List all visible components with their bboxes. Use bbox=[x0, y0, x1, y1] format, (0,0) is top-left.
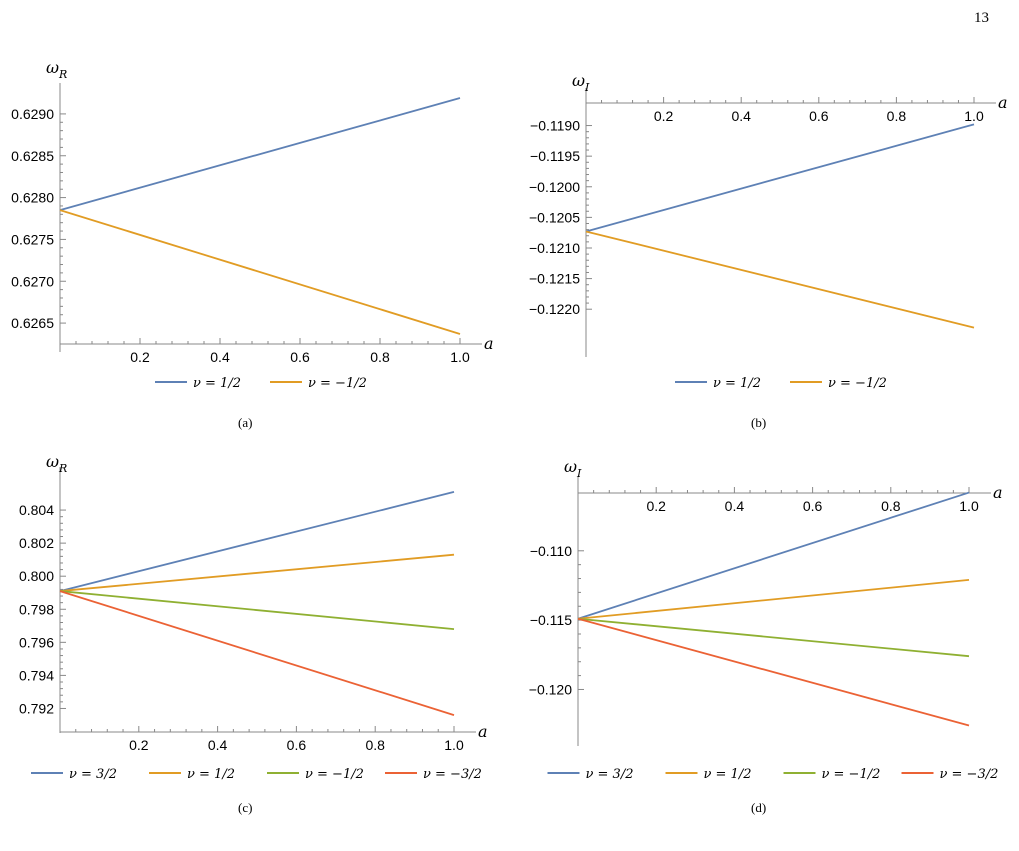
chart-b-y-tick-label: −0.1210 bbox=[529, 240, 580, 256]
chart-c-xlabel: a bbox=[478, 722, 488, 741]
chart-panel-c: 0.2 0.4 0.6 0.8 1.0 0.792 0.794 0.796 0.798 0.800… bbox=[0, 425, 510, 850]
chart-b-ylabel: ωI bbox=[572, 71, 590, 94]
chart-d-legend-label-0: ν = 3/2 bbox=[586, 767, 634, 782]
chart-a-x-tick-label: 0.2 bbox=[130, 349, 150, 365]
chart-c-series-line-3 bbox=[59, 590, 455, 716]
chart-a-ylabel-subscript: R bbox=[58, 68, 67, 81]
chart-d-x-tick-label: 0.8 bbox=[881, 498, 901, 514]
chart-a-legend-label-1: ν = −1/2 bbox=[308, 376, 367, 391]
chart-a-x-tick-label: 0.6 bbox=[290, 349, 310, 365]
chart-d-series-line-1 bbox=[577, 579, 970, 620]
chart-d-x-tick-label: 0.4 bbox=[725, 498, 745, 514]
chart-b-series-line-1 bbox=[585, 230, 975, 329]
chart-c-x-tick-label: 0.6 bbox=[287, 737, 307, 753]
chart-d-series-line-0 bbox=[577, 491, 970, 620]
chart-c-y-tick-label: 0.794 bbox=[19, 667, 54, 683]
chart-b-plot: 0.2 0.4 0.6 0.8 1.0 −0.1190 −0.1195 −0.1200 −0.1… bbox=[529, 71, 1008, 391]
chart-c-y-tick-label: 0.802 bbox=[19, 535, 54, 551]
chart-c-y-tick-label: 0.804 bbox=[19, 502, 54, 518]
chart-b-series-line-0 bbox=[585, 123, 975, 233]
chart-d-y-tick-label: −0.115 bbox=[530, 612, 572, 628]
chart-c-y-tick-label: 0.792 bbox=[19, 700, 54, 716]
chart-c-y-tick-label: 0.798 bbox=[19, 601, 54, 617]
chart-a-y-tick-label: 0.6280 bbox=[11, 190, 54, 206]
chart-b-legend-label-0: ν = 1/2 bbox=[713, 376, 761, 391]
chart-a-ylabel: ωR bbox=[46, 58, 67, 81]
chart-d-series-line-2 bbox=[577, 617, 970, 658]
chart-b-y-tick-label: −0.1190 bbox=[530, 118, 580, 134]
chart-c-legend-label-2: ν = −1/2 bbox=[305, 767, 364, 782]
chart-c-y-tick-label: 0.796 bbox=[19, 634, 54, 650]
page-number: 13 bbox=[974, 10, 989, 26]
chart-c-ylabel: ωR bbox=[46, 452, 67, 475]
chart-c-caption: (c) bbox=[238, 800, 253, 815]
chart-a-y-tick-label: 0.6270 bbox=[11, 273, 54, 289]
chart-b-caption: (b) bbox=[751, 415, 767, 430]
chart-b-y-tick-label: −0.1220 bbox=[529, 301, 580, 317]
chart-a-y-tick-label: 0.6290 bbox=[11, 106, 54, 122]
chart-d-caption: (d) bbox=[751, 800, 767, 815]
chart-c-series-line-1 bbox=[59, 553, 455, 592]
chart-a-legend-label-0: ν = 1/2 bbox=[193, 376, 241, 391]
chart-c-x-tick-label: 0.4 bbox=[208, 737, 228, 753]
chart-d-y-tick-label: −0.110 bbox=[530, 543, 572, 559]
chart-a-plot: 0.2 0.4 0.6 0.8 1.0 0.6265 0.6270 0.6275 0.6280 0… bbox=[11, 58, 494, 391]
chart-c-x-tick-label: 0.8 bbox=[365, 737, 385, 753]
chart-b-x-tick-label: 0.4 bbox=[731, 108, 751, 124]
chart-b-xlabel: a bbox=[998, 93, 1008, 112]
chart-c-y-tick-label: 0.800 bbox=[19, 568, 54, 584]
chart-b-x-tick-label: 0.8 bbox=[887, 108, 907, 124]
chart-c-legend-label-1: ν = 1/2 bbox=[187, 767, 235, 782]
chart-b-x-tick-label: 1.0 bbox=[964, 108, 984, 124]
chart-b-x-tick-label: 0.6 bbox=[809, 108, 829, 124]
chart-panel-a: 0.2 0.4 0.6 0.8 1.0 0.6265 0.6270 0.6275 0.6280 0… bbox=[0, 0, 510, 430]
chart-c-legend-label-0: ν = 3/2 bbox=[69, 767, 117, 782]
chart-d-series-line-3 bbox=[577, 617, 970, 727]
chart-a-x-tick-label: 0.4 bbox=[210, 349, 230, 365]
chart-a-series-line-1 bbox=[59, 209, 461, 335]
chart-c-legend-label-3: ν = −3/2 bbox=[423, 767, 482, 782]
chart-d-xlabel: a bbox=[993, 483, 1003, 502]
chart-d-ylabel: ωI bbox=[564, 457, 582, 480]
chart-d-y-tick-label: −0.120 bbox=[529, 681, 572, 697]
chart-b-y-tick-label: −0.1195 bbox=[530, 148, 580, 164]
chart-b-x-tick-label: 0.2 bbox=[654, 108, 674, 124]
chart-d-ylabel-subscript: I bbox=[576, 467, 582, 480]
chart-panel-d: 0.2 0.4 0.6 0.8 1.0 −0.110 −0.115 −0.120 ωI a ν = … bbox=[509, 425, 1019, 850]
chart-a-x-tick-label: 0.8 bbox=[370, 349, 390, 365]
chart-c-plot: 0.2 0.4 0.6 0.8 1.0 0.792 0.794 0.796 0.798 0.800… bbox=[19, 452, 488, 782]
chart-a-y-tick-label: 0.6285 bbox=[11, 148, 54, 164]
chart-d-plot: 0.2 0.4 0.6 0.8 1.0 −0.110 −0.115 −0.120 ωI a ν = … bbox=[529, 457, 1003, 782]
chart-b-y-tick-label: −0.1200 bbox=[529, 179, 580, 195]
chart-a-y-tick-label: 0.6265 bbox=[11, 315, 54, 331]
chart-b-legend-label-1: ν = −1/2 bbox=[828, 376, 887, 391]
chart-b-y-tick-label: −0.1205 bbox=[529, 209, 580, 225]
chart-a-caption: (a) bbox=[238, 415, 253, 430]
chart-d-legend-label-1: ν = 1/2 bbox=[704, 767, 752, 782]
chart-d-x-tick-label: 0.6 bbox=[803, 498, 823, 514]
chart-a-x-tick-label: 1.0 bbox=[450, 349, 470, 365]
chart-c-series-line-0 bbox=[59, 491, 455, 592]
chart-a-xlabel: a bbox=[484, 334, 494, 353]
chart-c-x-tick-label: 0.2 bbox=[129, 737, 149, 753]
chart-panel-b: 0.2 0.4 0.6 0.8 1.0 −0.1190 −0.1195 −0.1200 −0.1… bbox=[509, 0, 1019, 430]
chart-c-series-line-2 bbox=[59, 590, 455, 631]
chart-d-x-tick-label: 1.0 bbox=[959, 498, 979, 514]
chart-c-x-tick-label: 1.0 bbox=[444, 737, 464, 753]
chart-d-x-tick-label: 0.2 bbox=[646, 498, 666, 514]
chart-c-ylabel-subscript: R bbox=[58, 462, 67, 475]
chart-d-legend-label-3: ν = −3/2 bbox=[940, 767, 999, 782]
chart-b-y-tick-label: −0.1215 bbox=[529, 271, 580, 287]
chart-b-ylabel-subscript: I bbox=[584, 81, 590, 94]
chart-a-y-tick-label: 0.6275 bbox=[11, 231, 54, 247]
chart-a-series-line-0 bbox=[59, 97, 461, 211]
chart-d-legend-label-2: ν = −1/2 bbox=[822, 767, 881, 782]
